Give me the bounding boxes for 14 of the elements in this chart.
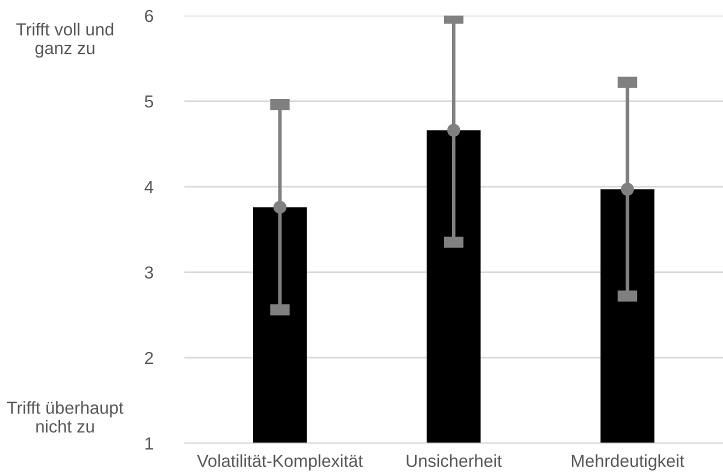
point <box>273 200 286 214</box>
y-tick-label: 2 <box>145 352 153 364</box>
point <box>620 182 634 196</box>
y-tick-label: 5 <box>144 96 154 108</box>
y-tick-label: 3 <box>144 266 154 279</box>
y-tick-label: 6 <box>145 10 154 22</box>
y-tick-label: 4 <box>144 181 154 193</box>
x-tick-label: Unsicherheit <box>406 454 502 468</box>
text: Trifft überhaupt nicht zu <box>7 401 124 433</box>
x-tick-label: Mehrdeutigkeit <box>572 454 684 470</box>
x-tick-label: Volatilität-Komplexität <box>197 454 363 470</box>
text: Trifft voll und ganz zu <box>16 22 114 58</box>
point <box>447 124 460 137</box>
y-tick-label: 1 <box>145 438 153 450</box>
